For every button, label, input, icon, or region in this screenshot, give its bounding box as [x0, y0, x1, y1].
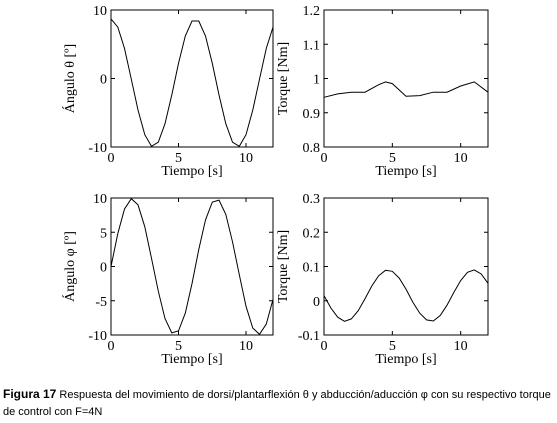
x-tick-label: 5: [389, 339, 396, 354]
x-tick-label: 5: [389, 151, 396, 166]
data-line: [110, 197, 274, 336]
x-tick-label: 0: [321, 339, 328, 354]
y-tick-label: -0.1: [298, 329, 320, 344]
y-tick-label: -5: [95, 295, 107, 310]
y-tick-label: 5: [100, 226, 107, 241]
x-axis-label: Tiempo [s]: [375, 352, 436, 367]
y-axis-label: Torque [Nm]: [276, 230, 291, 303]
y-axis-label: Ángulo θ [º]: [61, 44, 78, 113]
y-tick-label: 1: [313, 73, 320, 88]
y-axis-label: Torque [Nm]: [276, 42, 291, 115]
y-tick-label: 0.2: [303, 226, 321, 241]
caption-label: Figura 17: [3, 387, 57, 401]
plot-frame: [323, 9, 489, 148]
y-axis-label: Ángulo φ [º]: [61, 231, 78, 302]
x-tick-label: 0: [321, 151, 328, 166]
y-tick-label: 1.2: [303, 4, 321, 19]
y-tick-label: -10: [88, 141, 107, 156]
caption: Figura 17 Respuesta del movimiento de do…: [3, 386, 555, 421]
x-tick-label: 0: [108, 339, 115, 354]
y-tick-label: 0: [313, 295, 320, 310]
data-line: [323, 81, 489, 98]
y-tick-label: -10: [88, 329, 107, 344]
x-tick-label: 10: [454, 339, 468, 354]
caption-text: Respuesta del movimiento de dorsi/planta…: [3, 389, 551, 418]
y-tick-label: 0.3: [303, 192, 321, 207]
y-tick-label: 10: [93, 4, 107, 19]
plot-frame: [323, 197, 489, 336]
x-tick-label: 5: [175, 339, 182, 354]
x-tick-label: 5: [175, 151, 182, 166]
y-tick-label: 0.8: [303, 141, 321, 156]
x-tick-label: 10: [239, 339, 253, 354]
data-line: [110, 18, 274, 147]
y-tick-label: 0: [100, 261, 107, 276]
y-tick-label: 0: [100, 73, 107, 88]
x-axis-label: Tiempo [s]: [161, 164, 222, 179]
x-tick-label: 10: [454, 151, 468, 166]
y-tick-label: 10: [93, 192, 107, 207]
x-tick-label: 10: [239, 151, 253, 166]
y-tick-label: 1.1: [303, 38, 321, 53]
x-axis-label: Tiempo [s]: [375, 164, 436, 179]
x-axis-label: Tiempo [s]: [161, 352, 222, 367]
data-line: [323, 269, 489, 322]
x-tick-label: 0: [108, 151, 115, 166]
y-tick-label: 0.1: [303, 261, 321, 276]
y-tick-label: 0.9: [303, 107, 321, 122]
